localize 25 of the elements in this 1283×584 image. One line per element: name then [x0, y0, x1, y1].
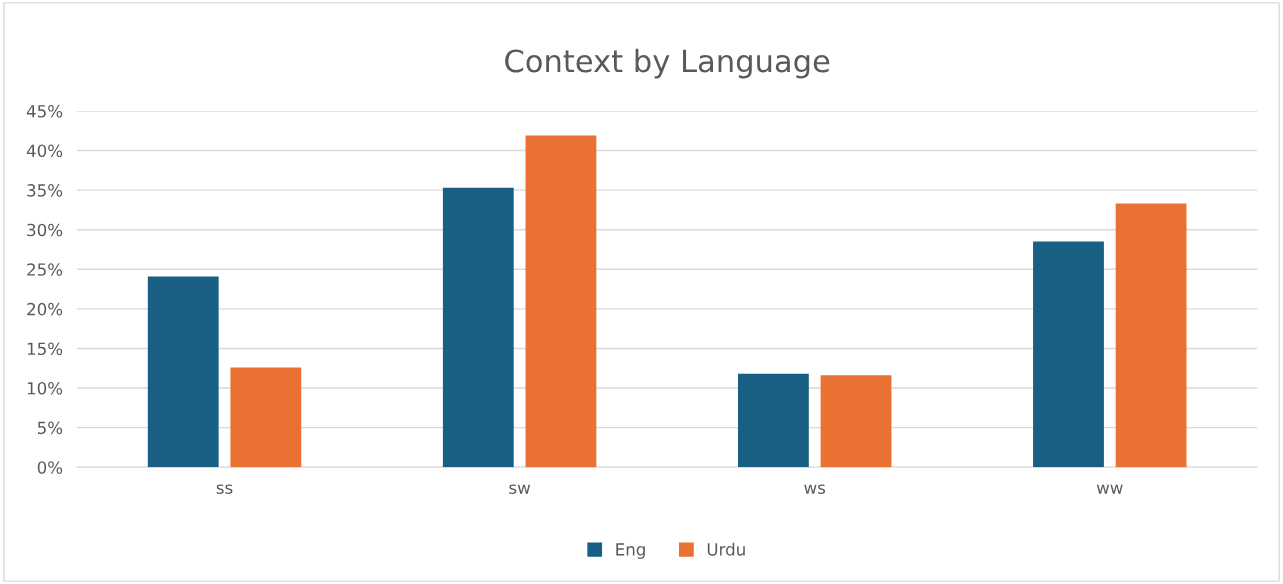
legend-label: Eng: [616, 543, 645, 559]
bar: [147, 276, 219, 468]
bar: [230, 367, 302, 468]
y-tick-label: 0%: [37, 461, 63, 474]
y-tick-label: 40%: [26, 144, 63, 158]
x-tick-label: ss: [216, 484, 233, 494]
bar: [1033, 241, 1104, 468]
bar: [1115, 203, 1187, 468]
x-tick-label: ws: [804, 484, 826, 494]
x-tick-label: ww: [1096, 484, 1123, 494]
x-tick-label: sw: [509, 484, 531, 494]
legend-label: Urdu: [707, 542, 745, 556]
chart-title: Context by Language: [505, 48, 830, 79]
y-tick-label: 45%: [26, 104, 63, 118]
bar: [737, 373, 809, 468]
y-tick-label: 5%: [37, 421, 63, 435]
y-tick-label: 20%: [27, 302, 63, 316]
y-tick-label: 30%: [27, 223, 63, 237]
y-tick-label: 15%: [27, 342, 63, 356]
bar: [442, 187, 514, 468]
bar: [525, 135, 597, 468]
y-tick-label: 10%: [27, 382, 63, 395]
y-tick-label: 35%: [27, 184, 63, 197]
y-tick-label: 25%: [27, 263, 63, 276]
bar: [820, 375, 892, 468]
